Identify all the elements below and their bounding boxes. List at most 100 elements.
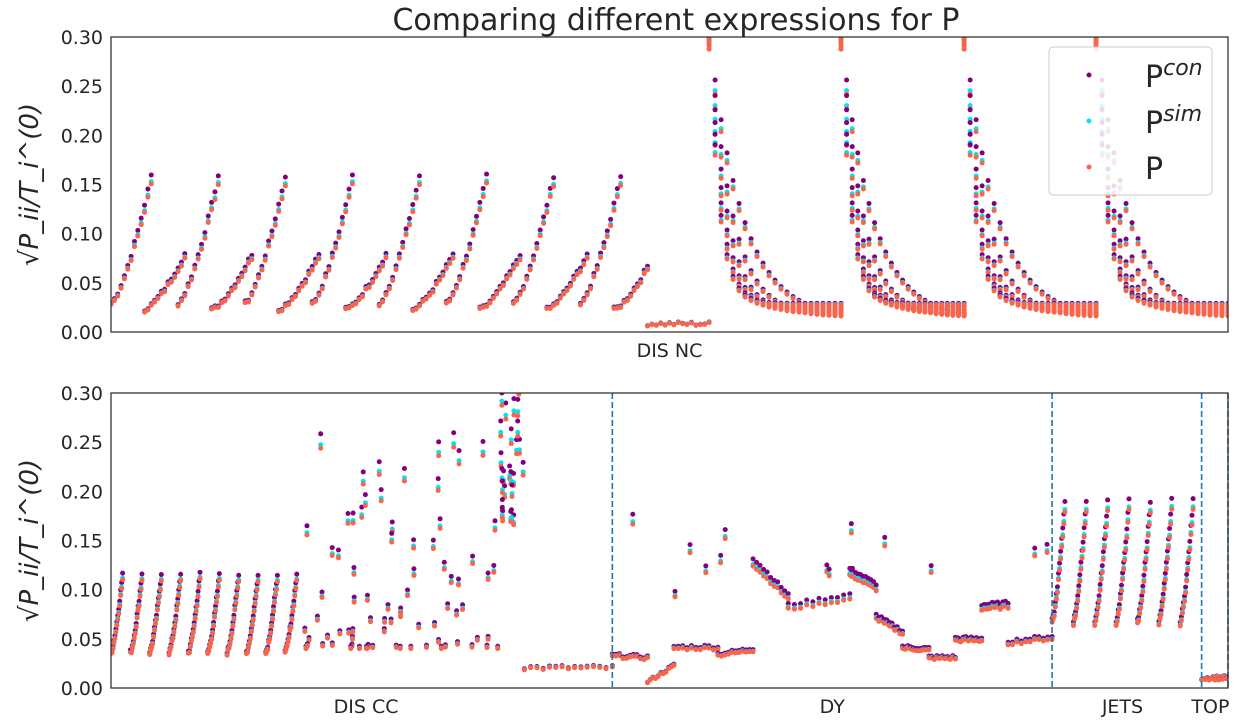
data-point — [364, 592, 370, 598]
data-point — [718, 129, 724, 135]
data-point — [718, 219, 724, 225]
data-point — [413, 187, 419, 193]
data-point — [1142, 566, 1148, 572]
data-point — [687, 550, 693, 556]
data-point — [541, 220, 547, 226]
data-point — [209, 636, 215, 642]
data-point — [1144, 547, 1150, 553]
data-point — [1119, 588, 1125, 594]
data-point — [1111, 233, 1117, 239]
data-point — [222, 298, 228, 304]
data-point — [1039, 302, 1045, 308]
data-point — [405, 587, 411, 593]
data-point — [1126, 507, 1132, 513]
data-point — [742, 220, 748, 226]
data-point — [1053, 596, 1059, 602]
data-point — [1145, 532, 1151, 538]
data-point — [671, 322, 677, 328]
data-point — [1060, 525, 1066, 531]
data-point — [810, 599, 816, 605]
data-point — [706, 37, 712, 40]
data-point — [477, 199, 483, 205]
data-point — [225, 293, 231, 299]
data-point — [318, 442, 324, 448]
data-point — [213, 600, 219, 606]
points-group — [111, 37, 1228, 329]
data-point — [730, 186, 736, 192]
data-point — [1075, 593, 1081, 599]
data-point — [370, 280, 376, 286]
data-point — [516, 450, 522, 456]
data-point — [1123, 276, 1129, 282]
data-point — [849, 129, 855, 135]
data-point — [1201, 302, 1207, 308]
data-point — [961, 302, 967, 308]
data-point — [259, 267, 265, 273]
data-point — [120, 577, 126, 583]
data-point — [191, 623, 197, 629]
data-point — [1120, 576, 1126, 582]
data-point — [1124, 526, 1130, 532]
data-point — [551, 175, 557, 181]
data-point — [1183, 590, 1189, 596]
data-point — [1054, 590, 1060, 596]
data-point — [1135, 236, 1141, 242]
data-point — [197, 569, 203, 575]
data-point — [1147, 510, 1153, 516]
data-point — [1079, 555, 1085, 561]
data-point — [844, 152, 850, 158]
data-point — [168, 279, 174, 285]
data-point — [250, 617, 256, 623]
data-point — [757, 562, 763, 568]
data-point — [722, 527, 728, 533]
data-point — [1097, 587, 1103, 593]
data-point — [447, 298, 453, 304]
data-point — [748, 287, 754, 293]
data-point — [855, 227, 861, 233]
data-point — [724, 150, 730, 156]
y-tick-label: 0.20 — [61, 481, 103, 503]
data-point — [855, 256, 861, 262]
data-point — [323, 274, 329, 280]
data-point — [515, 396, 521, 402]
data-point — [285, 639, 291, 645]
data-point — [376, 268, 382, 274]
data-point — [671, 662, 677, 668]
data-point — [718, 117, 724, 123]
data-point — [148, 302, 154, 308]
data-point — [175, 269, 181, 275]
data-point — [1123, 547, 1129, 553]
data-point — [979, 233, 985, 239]
data-point — [844, 77, 850, 83]
data-point — [1166, 544, 1172, 550]
data-point — [826, 573, 832, 579]
data-point — [148, 172, 154, 178]
data-point — [302, 280, 308, 286]
data-point — [269, 228, 275, 234]
data-point — [350, 629, 356, 635]
data-point — [339, 221, 345, 227]
data-point — [561, 291, 567, 297]
data-point — [712, 131, 718, 137]
data-point — [171, 630, 177, 636]
data-point — [193, 609, 199, 615]
data-point — [451, 441, 457, 447]
data-point — [551, 183, 557, 189]
data-point — [844, 131, 850, 137]
data-point — [246, 641, 252, 647]
data-point — [742, 226, 748, 232]
data-point — [973, 129, 979, 135]
data-point — [206, 648, 212, 654]
data-point — [1111, 241, 1117, 247]
data-point — [508, 509, 514, 515]
data-point — [697, 647, 703, 653]
data-point — [492, 527, 498, 533]
data-point — [997, 277, 1003, 283]
legend-marker — [1086, 72, 1092, 78]
data-point — [900, 280, 906, 286]
data-point — [702, 321, 708, 327]
data-point — [304, 523, 310, 529]
data-point — [292, 294, 298, 300]
data-point — [176, 592, 182, 598]
data-point — [130, 641, 136, 647]
